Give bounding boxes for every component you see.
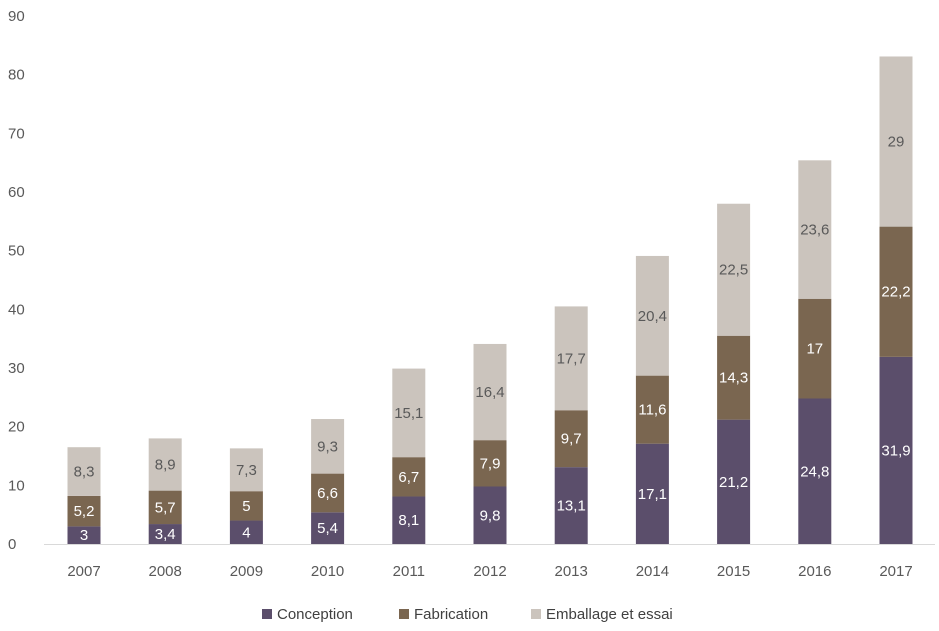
data-label: 5	[242, 498, 250, 515]
data-label: 5,4	[317, 520, 338, 537]
data-label: 15,1	[394, 405, 423, 422]
bar-segment	[392, 496, 426, 544]
bar-segment	[635, 255, 669, 376]
data-label: 5,2	[74, 503, 95, 520]
x-tick-label: 2012	[473, 563, 506, 580]
data-label: 24,8	[800, 463, 829, 480]
data-label: 6,7	[398, 469, 419, 486]
bar-segment	[717, 419, 751, 544]
data-label: 9,7	[561, 431, 582, 448]
data-label: 8,3	[74, 464, 95, 481]
y-tick-label: 80	[8, 67, 25, 84]
bar-segment	[879, 356, 913, 544]
x-tick-label: 2017	[879, 563, 912, 580]
data-label: 23,6	[800, 222, 829, 239]
bar-segment	[148, 524, 182, 544]
bar-segment	[717, 203, 751, 336]
legend-swatch	[399, 609, 409, 619]
data-label: 22,2	[881, 284, 910, 301]
data-label: 31,9	[881, 442, 910, 459]
data-label: 11,6	[638, 402, 666, 419]
x-tick-label: 2009	[230, 563, 263, 580]
x-tick-label: 2016	[798, 563, 831, 580]
bar-segment	[635, 375, 669, 444]
data-label: 17,1	[638, 486, 667, 503]
data-label: 6,6	[317, 485, 338, 502]
bar-segment	[148, 438, 182, 491]
bar-segment	[67, 495, 101, 527]
data-label: 8,9	[155, 457, 176, 474]
x-tick-label: 2008	[149, 563, 182, 580]
bar-segment	[392, 368, 426, 458]
legend-swatch	[262, 609, 272, 619]
data-label: 13,1	[557, 498, 586, 515]
y-tick-label: 70	[8, 125, 25, 142]
data-label: 3	[80, 527, 88, 544]
bar-segment	[798, 398, 832, 544]
bar-segment	[473, 440, 507, 487]
data-label: 17,7	[557, 350, 586, 367]
data-label: 16,4	[475, 384, 504, 401]
x-tick-label: 2015	[717, 563, 750, 580]
legend-label: Emballage et essai	[546, 606, 673, 623]
bar-segment	[798, 160, 832, 299]
data-label: 21,2	[719, 474, 748, 491]
bar-segment	[311, 473, 345, 513]
data-label: 17	[806, 341, 823, 358]
bar-segment	[798, 298, 832, 399]
data-label: 8,1	[398, 512, 419, 529]
legend: Conception Fabrication Emballage et essai	[262, 606, 673, 623]
bar-segment	[311, 512, 345, 544]
x-tick-label: 2010	[311, 563, 344, 580]
bar-segment	[473, 486, 507, 544]
x-axis: 2007 2008 2009 2010 2011 2012 2013 2014 2015 2016…	[67, 563, 912, 580]
bar-segment	[717, 335, 751, 420]
x-tick-label: 2014	[636, 563, 669, 580]
bar-segment	[879, 56, 913, 227]
bar-segment	[67, 447, 101, 496]
bar-segment	[879, 226, 913, 357]
data-label: 9,8	[480, 507, 501, 524]
y-tick-label: 0	[8, 536, 16, 553]
data-label: 5,7	[155, 499, 176, 516]
data-label: 20,4	[638, 308, 667, 325]
bar-segment	[229, 491, 263, 521]
x-tick-label: 2011	[393, 563, 425, 580]
y-tick-label: 30	[8, 360, 25, 377]
y-axis: 0 10 20 30 40 50 60 70 80 90	[8, 8, 25, 553]
y-tick-label: 10	[8, 477, 25, 494]
y-tick-label: 50	[8, 243, 25, 260]
bar-segment	[392, 457, 426, 497]
bar-segment	[229, 448, 263, 492]
data-label: 4	[242, 524, 250, 541]
data-label: 29	[888, 134, 905, 151]
legend-label: Conception	[277, 606, 353, 623]
bar-segment	[311, 419, 345, 474]
data-label: 7,9	[480, 455, 501, 472]
data-label: 3,4	[155, 526, 176, 543]
y-tick-label: 90	[8, 8, 25, 25]
bar-segment	[635, 443, 669, 544]
bar-segment	[67, 526, 101, 544]
x-tick-label: 2007	[67, 563, 100, 580]
bar-segment	[554, 306, 588, 411]
y-tick-label: 40	[8, 301, 25, 318]
data-label: 7,3	[236, 462, 257, 479]
bar-segment	[229, 520, 263, 544]
legend-swatch	[531, 609, 541, 619]
bar-segment	[554, 410, 588, 468]
bar-segment	[148, 490, 182, 525]
x-tick-label: 2013	[555, 563, 588, 580]
data-label: 22,5	[719, 262, 748, 279]
bars: 3 5,2 8,3 3,4 5,7 8,9 4 5 7,3 5,4 6,6 9,3 8,1 6,7 15,1…	[67, 56, 913, 544]
y-tick-label: 20	[8, 419, 25, 436]
data-label: 14,3	[719, 370, 748, 387]
legend-label: Fabrication	[414, 606, 488, 623]
y-tick-label: 60	[8, 184, 25, 201]
bar-segment	[554, 467, 588, 544]
data-label: 9,3	[317, 438, 338, 455]
bar-segment	[473, 343, 507, 441]
